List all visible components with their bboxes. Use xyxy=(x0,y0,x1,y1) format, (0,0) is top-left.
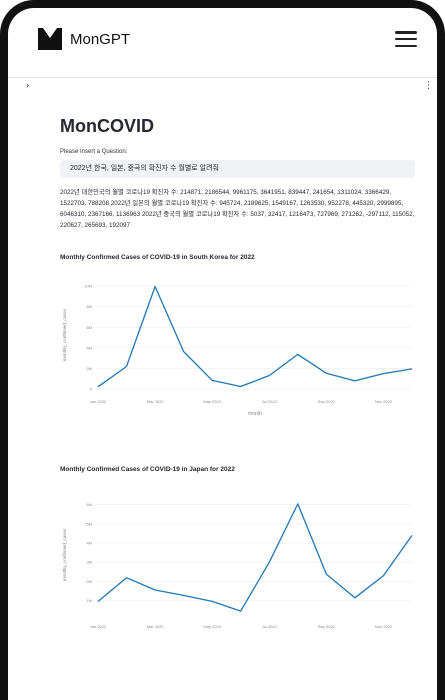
hamburger-menu-icon[interactable] xyxy=(395,31,417,47)
y-tick-label: 8M xyxy=(86,304,92,309)
japan-chart-title: Monthly Confirmed Cases of COVID-19 in J… xyxy=(60,466,235,473)
x-tick-label: Jan 2022 xyxy=(90,399,107,404)
x-tick-label: Mar 2022 xyxy=(147,399,165,404)
x-tick-label: Nov 2022 xyxy=(375,624,393,629)
y-tick-label: 2M xyxy=(86,366,92,371)
x-tick-label: Jan 2022 xyxy=(90,624,107,629)
y-tick-label: 4M xyxy=(86,345,92,350)
x-tick-label: Mar 2022 xyxy=(147,624,165,629)
more-options-icon[interactable]: ⋮ xyxy=(424,80,433,90)
main-content: MonCOVID Please Insert a Question: 2022년… xyxy=(60,116,415,678)
y-axis-label: monthly_confirmed_cases xyxy=(62,308,67,361)
y-tick-label: 2M xyxy=(86,579,92,584)
brand-name[interactable]: MonGPT xyxy=(70,30,131,48)
x-tick-label: May 2022 xyxy=(203,624,221,629)
x-tick-label: May 2022 xyxy=(203,399,221,404)
x-tick-label: Jul 2022 xyxy=(262,624,278,629)
korea-chart-title: Monthly Confirmed Cases of COVID-19 in S… xyxy=(60,254,255,261)
x-tick-label: Sep 2022 xyxy=(318,624,336,629)
y-tick-label: 3M xyxy=(86,560,92,565)
y-tick-label: 5M xyxy=(86,521,92,526)
y-tick-label: 4M xyxy=(86,541,92,546)
question-label: Please Insert a Question: xyxy=(60,149,128,155)
y-tick-label: 1M xyxy=(86,598,92,603)
answer-text: 2022년 대한민국의 월별 코로나19 확진자 수: 214871, 2186… xyxy=(60,189,415,229)
y-tick-label: 10M xyxy=(84,284,92,289)
monGPT-logo-icon[interactable] xyxy=(38,28,62,50)
y-tick-label: 6M xyxy=(86,325,92,330)
y-axis-label: monthly_confirmed_cases xyxy=(62,528,67,581)
korea-cases-chart: 0 2M 4M 6M 8M 10M Jan 2022 Mar 2022 May 2022 Jul … xyxy=(62,284,413,417)
x-tick-label: Nov 2022 xyxy=(375,399,393,404)
japan-cases-chart: 1M 2M 3M 4M 5M 6M Jan 2022 Mar 2022 May 2022 Jul … xyxy=(62,502,413,629)
x-axis-label: month xyxy=(248,411,262,417)
x-tick-label: Sep 2022 xyxy=(318,399,336,404)
page-title: MonCOVID xyxy=(60,116,154,136)
y-tick-label: 0 xyxy=(90,387,93,392)
series-line xyxy=(97,503,413,612)
top-bar: MonGPT xyxy=(8,8,437,70)
x-tick-label: Jul 2022 xyxy=(262,399,278,404)
question-input[interactable]: 2022년 한국, 일본, 중국의 확진자 수 월별로 알려줘 xyxy=(60,160,415,178)
y-tick-label: 6M xyxy=(86,502,92,507)
series-line xyxy=(97,285,413,388)
header-divider xyxy=(8,77,437,78)
sidebar-expand-chevron-icon[interactable]: › xyxy=(26,80,29,90)
